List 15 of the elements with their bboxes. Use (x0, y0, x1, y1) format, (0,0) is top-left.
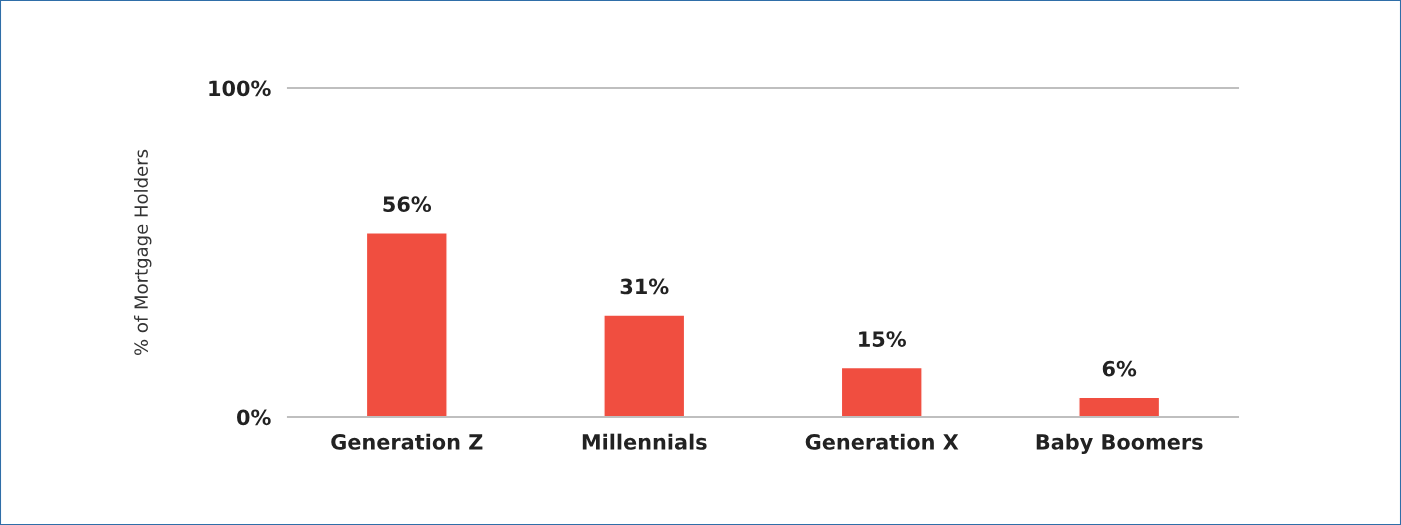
bar (603, 314, 686, 418)
bar (840, 366, 923, 418)
data-label: 15% (859, 331, 906, 347)
y-axis-title: % of Mortgage Holders (133, 149, 152, 356)
y-tick-label: 100% (209, 80, 271, 97)
x-tick-label: Millennials (582, 433, 707, 450)
x-tick-label: Baby Boomers (1036, 433, 1203, 454)
data-label: 31% (620, 278, 669, 295)
x-tick-label: Generation X (805, 433, 959, 450)
x-tick-label: Generation Z (331, 433, 483, 450)
data-label: 6% (1102, 360, 1137, 377)
bar (365, 232, 448, 418)
data-label: 56% (383, 196, 432, 213)
y-tick-label: 0% (237, 409, 271, 426)
bar (1078, 396, 1161, 418)
